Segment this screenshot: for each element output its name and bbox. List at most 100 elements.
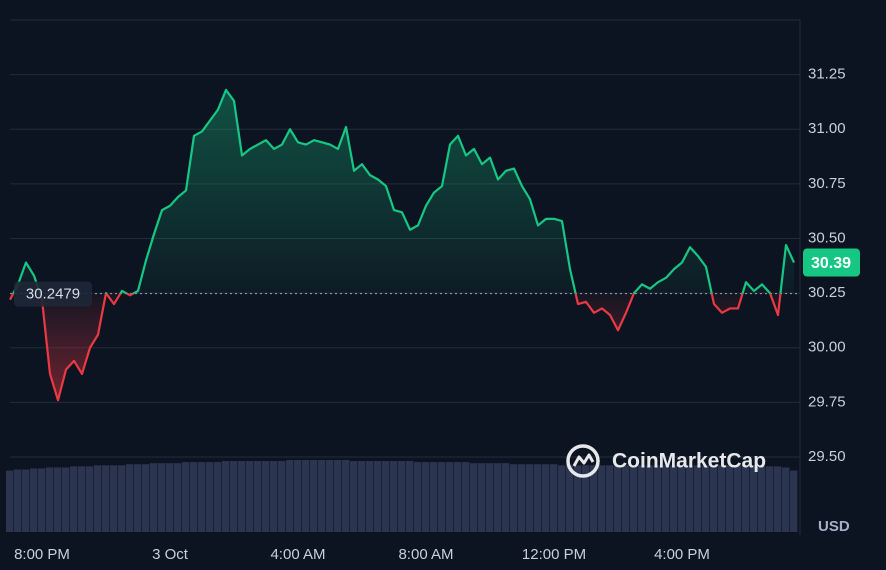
volume-bar bbox=[14, 469, 22, 532]
volume-bar bbox=[86, 466, 94, 532]
volume-bar bbox=[662, 465, 670, 532]
volume-bar bbox=[182, 462, 190, 532]
volume-bar bbox=[470, 463, 478, 532]
volume-bar bbox=[286, 460, 294, 532]
volume-bar bbox=[454, 462, 462, 532]
volume-bar bbox=[518, 464, 526, 532]
volume-bar bbox=[494, 463, 502, 532]
volume-bar bbox=[222, 461, 230, 532]
volume-bar bbox=[30, 468, 38, 532]
volume-bar bbox=[710, 465, 718, 532]
currency-label: USD bbox=[818, 518, 850, 535]
volume-bar bbox=[542, 464, 550, 532]
price-area bbox=[10, 89, 794, 401]
volume-bar bbox=[630, 465, 638, 532]
current-price-bg bbox=[803, 248, 860, 277]
volume-bar bbox=[678, 465, 686, 532]
volume-bar bbox=[534, 464, 542, 532]
volume-bar bbox=[790, 470, 798, 532]
volume-bar bbox=[726, 465, 734, 532]
y-tick-label: 30.00 bbox=[808, 339, 846, 356]
volume-bar bbox=[774, 466, 782, 532]
volume-bar bbox=[230, 461, 238, 532]
volume-bar bbox=[94, 465, 102, 532]
volume-bar bbox=[734, 465, 742, 532]
x-tick-label: 4:00 PM bbox=[654, 546, 710, 563]
volume-bar bbox=[718, 465, 726, 532]
volume-bar bbox=[382, 461, 390, 532]
volume-bar bbox=[22, 469, 30, 532]
volume-bar bbox=[566, 465, 574, 532]
volume-bar bbox=[430, 462, 438, 532]
volume-bar bbox=[614, 465, 622, 532]
y-tick-label: 29.50 bbox=[808, 448, 846, 465]
y-tick-label: 30.50 bbox=[808, 229, 846, 246]
volume-bar bbox=[558, 465, 566, 532]
y-tick-label: 31.25 bbox=[808, 66, 846, 83]
watermark: CoinMarketCap bbox=[612, 450, 766, 473]
volume-bar bbox=[406, 461, 414, 532]
volume-bar bbox=[238, 461, 246, 532]
volume-bar bbox=[550, 464, 558, 532]
volume-bar bbox=[294, 460, 302, 532]
volume-bar bbox=[166, 463, 174, 532]
volume-bar bbox=[446, 462, 454, 532]
volume-bar bbox=[110, 465, 118, 532]
volume-bar bbox=[654, 465, 662, 532]
volume-bar bbox=[502, 463, 510, 532]
volume-bar bbox=[270, 461, 278, 532]
baseline-label: 30.2479 bbox=[26, 286, 80, 303]
volume-bar bbox=[190, 462, 198, 532]
volume-bar bbox=[358, 461, 366, 532]
volume-bar bbox=[254, 461, 262, 532]
volume-bars bbox=[6, 460, 798, 532]
x-tick-label: 12:00 PM bbox=[522, 546, 586, 563]
labels: 29.50 29.75 30.00 30.25 30.50 30.75 31.00 31.25… bbox=[14, 66, 860, 563]
volume-bar bbox=[142, 464, 150, 532]
volume-bar bbox=[318, 460, 326, 532]
volume-bar bbox=[782, 467, 790, 532]
volume-bar bbox=[422, 462, 430, 532]
volume-bar bbox=[742, 465, 750, 532]
volume-bar bbox=[574, 465, 582, 532]
volume-bar bbox=[350, 461, 358, 532]
watermark-logo bbox=[566, 444, 600, 478]
volume-bar bbox=[622, 465, 630, 532]
volume-bar bbox=[174, 463, 182, 532]
volume-bar bbox=[326, 460, 334, 532]
current-price: 30.39 bbox=[811, 255, 851, 272]
volume-bar bbox=[414, 462, 422, 532]
volume-bar bbox=[758, 466, 766, 532]
x-tick-label: 4:00 AM bbox=[270, 546, 325, 563]
volume-bar bbox=[766, 466, 774, 532]
volume-bar bbox=[510, 464, 518, 532]
volume-bar bbox=[366, 461, 374, 532]
volume-bar bbox=[374, 461, 382, 532]
volume-bar bbox=[438, 462, 446, 532]
volume-bar bbox=[590, 465, 598, 532]
y-tick-label: 29.75 bbox=[808, 393, 846, 410]
volume-bar bbox=[398, 461, 406, 532]
volume-bar bbox=[246, 461, 254, 532]
volume-bar bbox=[78, 466, 86, 532]
volume-bar bbox=[478, 463, 486, 532]
volume-bar bbox=[118, 465, 126, 532]
volume-bar bbox=[62, 467, 70, 532]
volume-bar bbox=[134, 464, 142, 532]
volume-bar bbox=[302, 460, 310, 532]
plot bbox=[9, 88, 800, 402]
volume-bar bbox=[638, 465, 646, 532]
volume-bar bbox=[670, 465, 678, 532]
y-tick-label: 30.25 bbox=[808, 284, 846, 301]
baseline-label-bg bbox=[14, 281, 92, 307]
volume-bar bbox=[102, 465, 110, 532]
volume-bar bbox=[606, 465, 614, 532]
volume-bar bbox=[342, 460, 350, 532]
volume-bar bbox=[38, 468, 46, 532]
volume-bar bbox=[6, 470, 14, 532]
y-tick-label: 31.00 bbox=[808, 120, 846, 137]
x-tick-label: 8:00 AM bbox=[398, 546, 453, 563]
volume-bar bbox=[686, 465, 694, 532]
volume-bar bbox=[70, 466, 78, 532]
